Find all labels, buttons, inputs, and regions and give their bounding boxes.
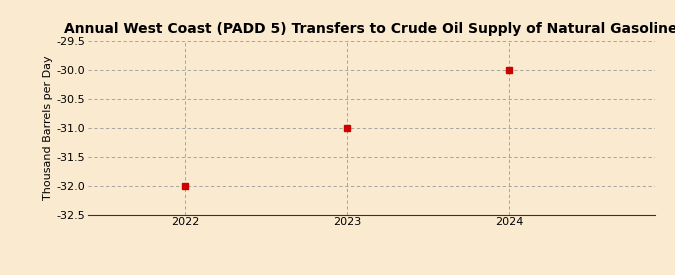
Title: Annual West Coast (PADD 5) Transfers to Crude Oil Supply of Natural Gasoline: Annual West Coast (PADD 5) Transfers to … — [65, 22, 675, 36]
Y-axis label: Thousand Barrels per Day: Thousand Barrels per Day — [43, 56, 53, 200]
